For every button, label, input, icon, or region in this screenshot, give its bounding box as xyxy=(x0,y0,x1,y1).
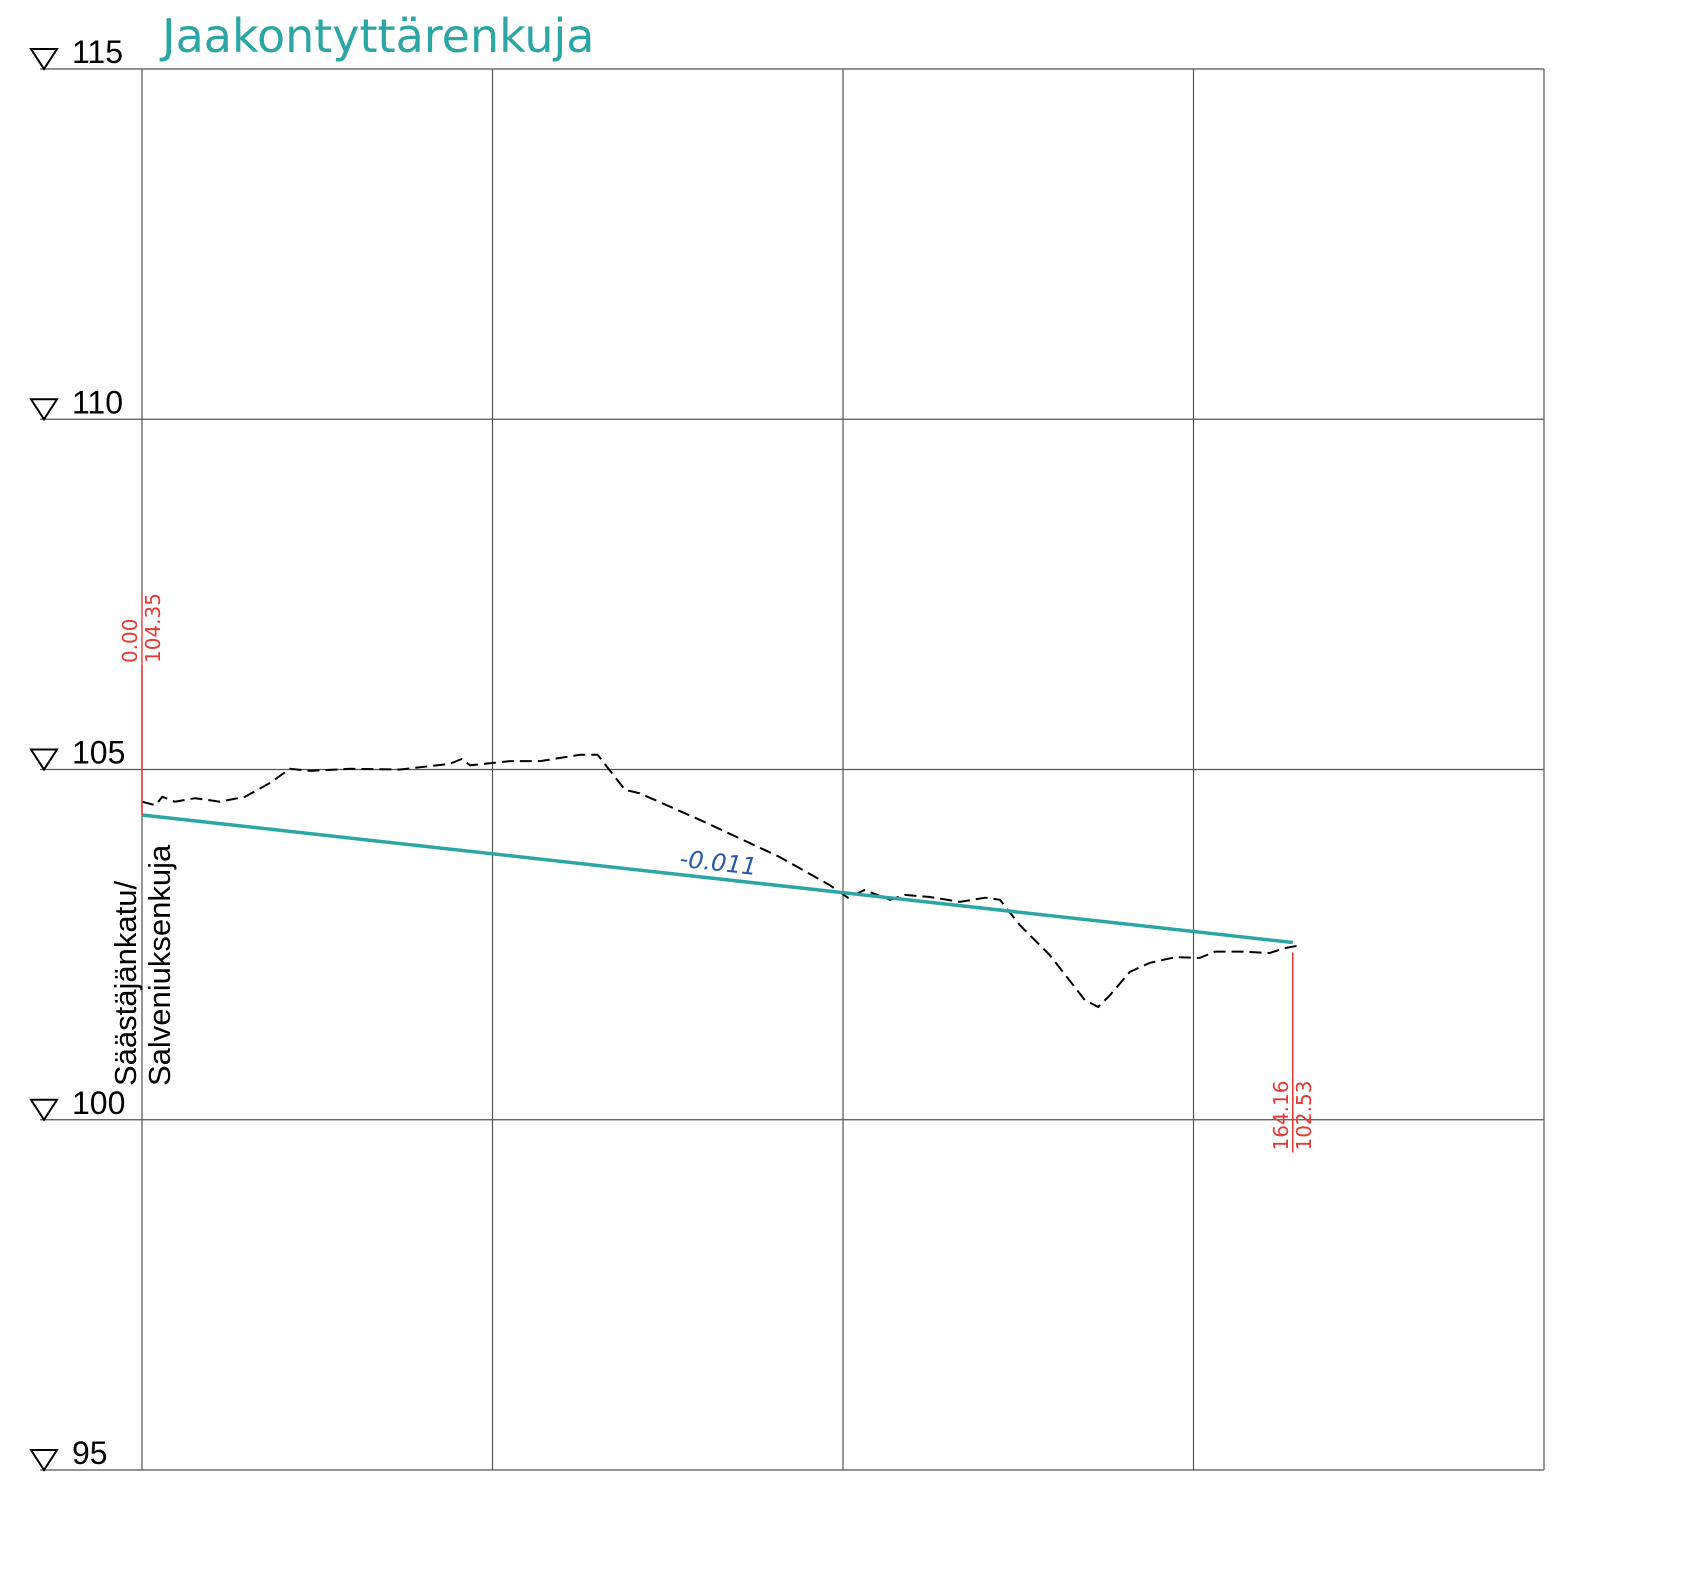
level-triangle xyxy=(29,398,59,422)
design-line xyxy=(141,813,1293,945)
ground-line xyxy=(141,753,1301,1009)
station-value: 0.00 xyxy=(118,619,142,664)
level-triangle xyxy=(29,1098,59,1122)
station-label: 164.16 102.53 xyxy=(1269,1080,1316,1153)
station-value: 164.16 xyxy=(1269,1081,1293,1151)
y-tick-label: 105 xyxy=(72,735,125,771)
road-name-line: Säästäjänkatu/ xyxy=(108,881,143,1086)
y-tick-label: 100 xyxy=(72,1085,125,1121)
chart-title: Jaakontyttärenkuja xyxy=(159,9,594,63)
y-tick-label: 115 xyxy=(72,34,123,70)
level-triangle xyxy=(29,1449,59,1472)
level-triangle xyxy=(29,748,59,772)
elevation-value: 102.53 xyxy=(1292,1081,1316,1151)
elevation-value: 104.35 xyxy=(141,593,165,663)
station-label: 0.00 104.35 xyxy=(118,593,165,666)
y-tick-label: 95 xyxy=(72,1435,108,1471)
y-tick-label: 110 xyxy=(72,384,123,420)
level-triangle xyxy=(29,48,59,71)
road-name: Säästäjänkatu/Salveniuksenkuja xyxy=(108,844,177,1086)
road-name-line: Salveniuksenkuja xyxy=(142,844,177,1086)
